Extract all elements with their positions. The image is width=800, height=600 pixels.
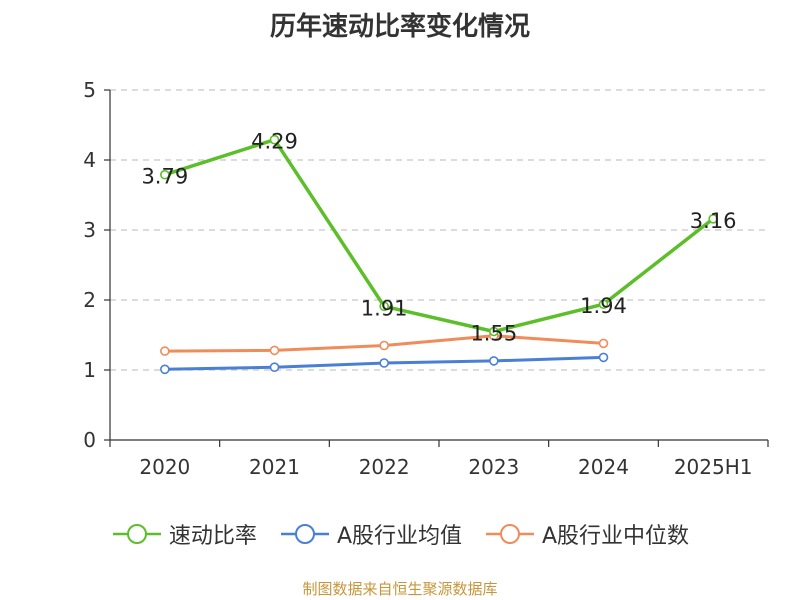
data-label: 1.91 (361, 296, 408, 320)
source-note: 制图数据来自恒生聚源数据库 (302, 580, 498, 598)
legend-item[interactable]: A股行业均值 (279, 518, 462, 550)
data-point (489, 356, 499, 366)
data-point (269, 134, 280, 145)
x-tick-label: 2024 (578, 455, 629, 479)
data-label: 1.55 (470, 322, 517, 346)
legend-label: 速动比率 (168, 524, 257, 549)
data-point (598, 352, 609, 363)
data-point (379, 358, 389, 368)
data-labels: 3.79 4.29 1.91 1.55 1.94 3.16 (141, 130, 736, 346)
data-point (708, 214, 718, 224)
y-tick-label: 0 (83, 428, 96, 452)
data-point (598, 338, 609, 349)
axes: 0 1 2 3 4 5 2020 2021 2022 2023 2024 2025H1 (83, 78, 769, 479)
data-point (379, 301, 389, 312)
data-label: 3.79 (141, 165, 188, 189)
legend: 速动比率 A股行业均值 A股行业中位数 (0, 518, 800, 550)
x-tick-label: 2023 (468, 455, 519, 479)
chart-title: 历年速动比率变化情况 (269, 12, 530, 42)
legend-item[interactable]: A股行业中位数 (484, 518, 689, 550)
data-point (160, 364, 170, 375)
x-tick-label: 2020 (139, 455, 190, 479)
x-tick-label: 2022 (359, 455, 410, 479)
data-label: 3.16 (690, 209, 737, 233)
y-tick-label: 2 (83, 288, 96, 312)
y-tick-label: 3 (83, 218, 96, 242)
grid-lines (110, 89, 768, 371)
data-point (269, 362, 280, 373)
series-lines (160, 134, 718, 375)
data-point (269, 345, 280, 356)
data-point (160, 346, 170, 356)
y-tick-label: 4 (83, 148, 96, 172)
series-line (164, 137, 715, 334)
legend-line-circle-icon (486, 524, 534, 544)
legend-label: A股行业中位数 (542, 524, 690, 549)
data-label: 4.29 (251, 130, 298, 154)
y-tick-label: 1 (83, 358, 96, 382)
legend-line-circle-icon (280, 524, 329, 544)
data-point (489, 326, 499, 337)
legend-line-circle-icon (112, 524, 161, 544)
legend-item[interactable]: 速动比率 (111, 518, 257, 550)
x-tick-label: 2021 (249, 455, 300, 479)
x-tick-label: 2025H1 (674, 455, 753, 479)
data-point (160, 169, 170, 180)
data-point (379, 340, 389, 351)
data-label: 1.94 (580, 294, 627, 318)
legend-label: A股行业均值 (336, 524, 462, 549)
data-point (598, 299, 609, 310)
y-tick-label: 5 (83, 78, 96, 102)
